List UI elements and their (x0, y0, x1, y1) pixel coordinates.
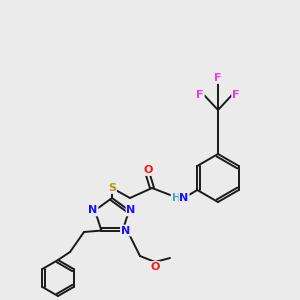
Text: H: H (172, 193, 180, 203)
Text: O: O (143, 165, 153, 175)
Text: S: S (108, 183, 116, 193)
Text: O: O (150, 262, 160, 272)
Text: F: F (196, 90, 204, 100)
Text: N: N (88, 206, 98, 215)
Text: F: F (232, 90, 240, 100)
Text: F: F (214, 73, 222, 83)
Text: N: N (179, 193, 189, 203)
Text: N: N (121, 226, 130, 236)
Text: N: N (127, 206, 136, 215)
